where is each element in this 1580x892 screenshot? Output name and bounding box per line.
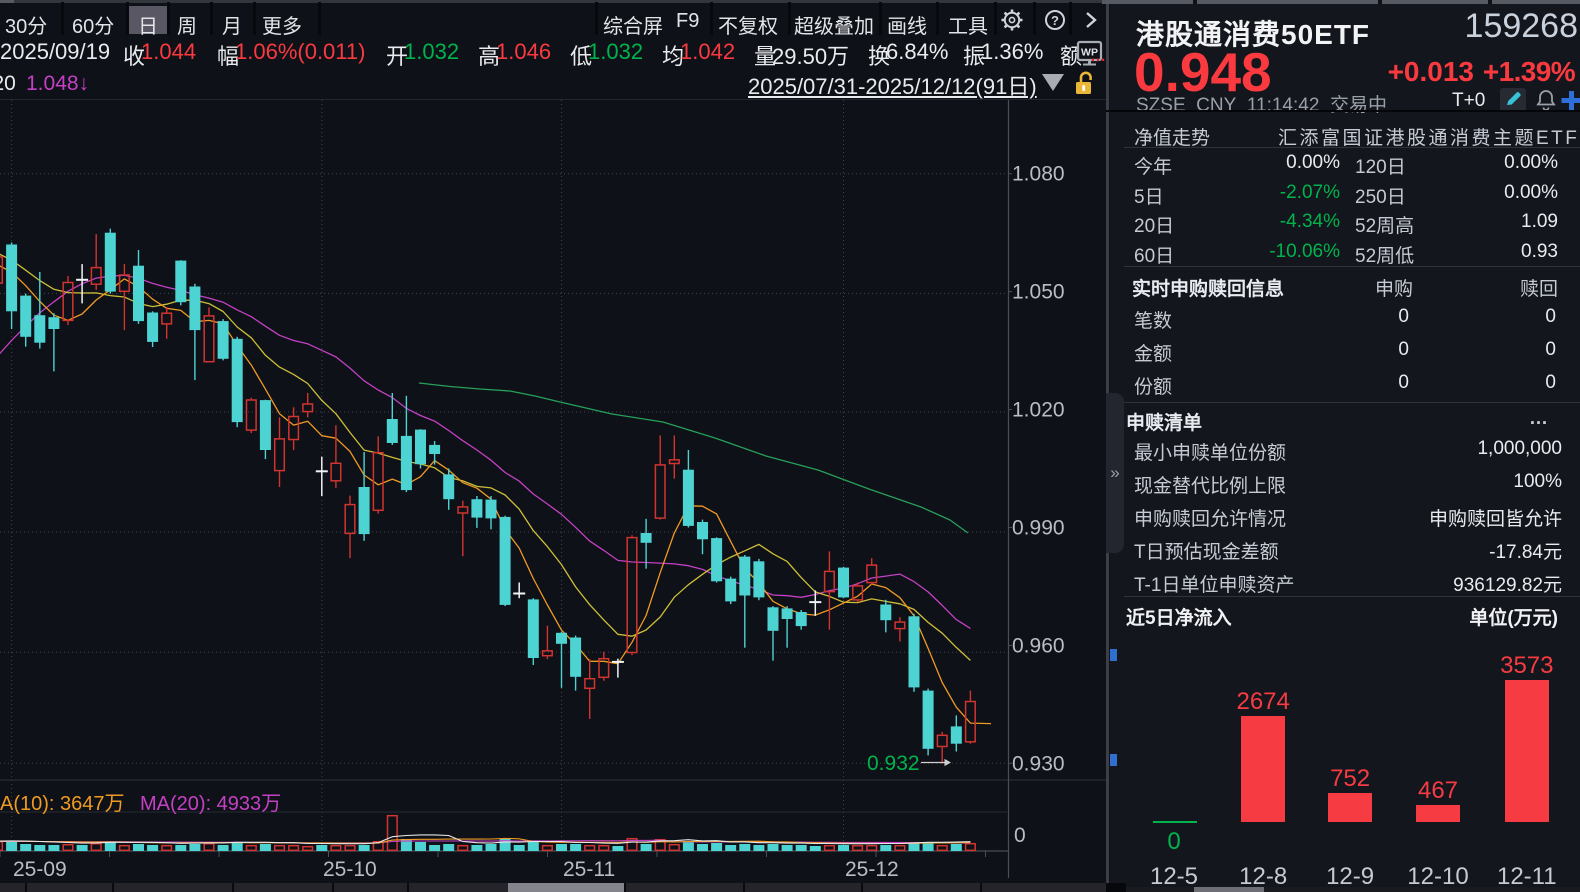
svg-text:?: ? xyxy=(1051,13,1059,28)
svg-text:1.020: 1.020 xyxy=(1012,399,1065,422)
svg-text:0.932: 0.932 xyxy=(867,752,920,775)
svg-text:0: 0 xyxy=(1014,824,1026,847)
svg-text:0.930: 0.930 xyxy=(1012,752,1065,775)
svg-text:25-11: 25-11 xyxy=(563,858,615,879)
svg-text:25-09: 25-09 xyxy=(13,858,67,879)
svg-text:WP: WP xyxy=(1081,47,1098,59)
svg-text:1.050: 1.050 xyxy=(1012,281,1065,304)
svg-text:1.080: 1.080 xyxy=(1012,163,1065,186)
svg-text:25-10: 25-10 xyxy=(323,858,377,879)
svg-text:0.960: 0.960 xyxy=(1012,634,1065,657)
svg-text:25-12: 25-12 xyxy=(845,858,899,879)
svg-text:0.990: 0.990 xyxy=(1012,517,1065,540)
